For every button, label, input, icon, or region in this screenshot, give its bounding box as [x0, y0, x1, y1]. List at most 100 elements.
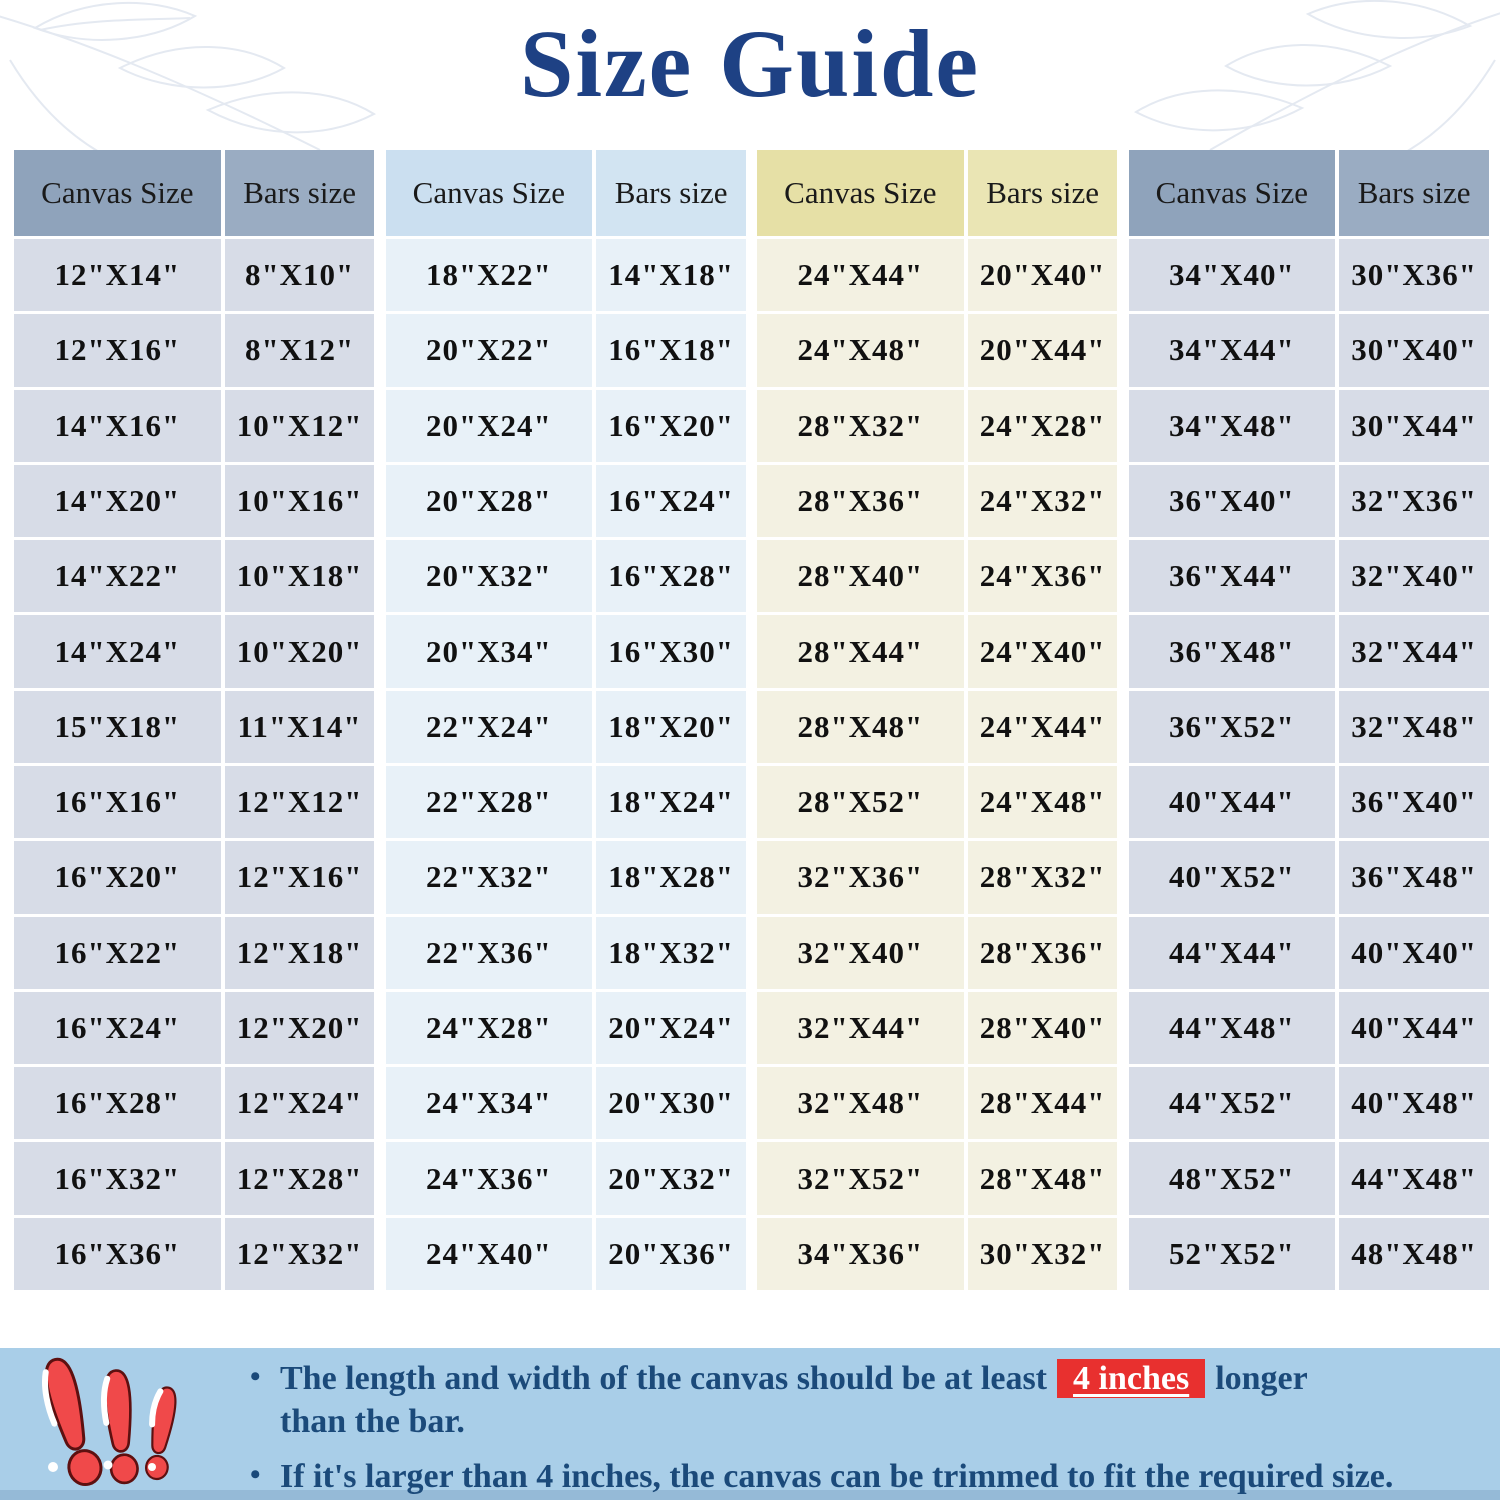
canvas-size-cell: 34"X40" [1128, 239, 1336, 312]
bars-size-cell: 16"X20" [596, 389, 746, 462]
canvas-size-cell: 14"X20" [14, 464, 221, 538]
note-text: The length and width of the canvas shoul… [280, 1360, 1048, 1397]
bars-size-cell: 20"X30" [596, 1067, 746, 1140]
bars-size-cell: 12"X20" [224, 991, 375, 1065]
bars-size-cell: 11"X14" [224, 690, 375, 763]
column-header-bars-size: Bars size [967, 150, 1118, 236]
column-header-canvas-size: Canvas Size [14, 150, 221, 236]
canvas-size-cell: 20"X32" [385, 540, 593, 613]
bars-size-cell: 12"X16" [224, 841, 375, 914]
bullet-icon: • [250, 1457, 261, 1491]
canvas-size-cell: 14"X24" [14, 615, 221, 688]
note-text-continuation: than the bar. [280, 1402, 465, 1440]
bars-size-cell: 30"X44" [1339, 389, 1489, 462]
canvas-size-cell: 28"X44" [757, 615, 964, 688]
bars-size-cell: 14"X18" [596, 239, 746, 312]
canvas-size-cell: 16"X36" [14, 1217, 221, 1290]
canvas-size-cell: 32"X48" [757, 1067, 964, 1140]
bars-size-cell: 10"X16" [224, 464, 375, 538]
canvas-size-cell: 24"X36" [385, 1142, 593, 1215]
bars-size-cell: 8"X10" [224, 239, 375, 312]
bars-size-cell: 32"X36" [1339, 464, 1489, 538]
bars-size-cell: 10"X18" [224, 540, 375, 613]
bars-size-cell: 28"X32" [967, 841, 1118, 914]
bars-size-cell: 24"X28" [967, 389, 1118, 462]
bars-size-cell: 18"X20" [596, 690, 746, 763]
canvas-size-cell: 12"X14" [14, 239, 221, 312]
column-header-canvas-size: Canvas Size [385, 150, 593, 236]
bars-size-cell: 20"X44" [967, 314, 1118, 387]
bars-size-cell: 24"X32" [967, 464, 1118, 538]
canvas-size-cell: 20"X22" [385, 314, 593, 387]
canvas-size-cell: 32"X36" [757, 841, 964, 914]
bars-size-cell: 24"X44" [967, 690, 1118, 763]
canvas-size-cell: 34"X36" [757, 1217, 964, 1290]
bars-size-cell: 16"X24" [596, 464, 746, 538]
canvas-size-cell: 36"X48" [1128, 615, 1336, 688]
note-text: If it's larger than 4 inches, the canvas… [280, 1457, 1394, 1495]
canvas-size-cell: 28"X36" [757, 464, 964, 538]
canvas-size-cell: 24"X40" [385, 1217, 593, 1290]
canvas-size-cell: 36"X44" [1128, 540, 1336, 613]
canvas-size-cell: 22"X24" [385, 690, 593, 763]
bars-size-cell: 24"X40" [967, 615, 1118, 688]
canvas-size-cell: 34"X48" [1128, 389, 1336, 462]
bars-size-cell: 20"X24" [596, 991, 746, 1065]
bars-size-cell: 20"X36" [596, 1217, 746, 1290]
note-trimming: • If it's larger than 4 inches, the canva… [250, 1456, 1480, 1499]
canvas-size-cell: 16"X16" [14, 765, 221, 839]
bars-size-cell: 28"X40" [967, 991, 1118, 1065]
exclamation-icon [42, 1357, 177, 1486]
canvas-size-cell: 20"X34" [385, 615, 593, 688]
bullet-icon: • [250, 1360, 261, 1393]
size-table-3: Canvas Size Bars size 24"X44" 20"X40" 24… [757, 150, 1118, 1290]
column-header-bars-size: Bars size [224, 150, 375, 236]
bars-size-cell: 28"X48" [967, 1142, 1118, 1215]
canvas-size-cell: 16"X24" [14, 991, 221, 1065]
canvas-size-cell: 16"X28" [14, 1067, 221, 1140]
bars-size-cell: 32"X44" [1339, 615, 1489, 688]
highlight-4-inches: 4 inches [1057, 1359, 1206, 1398]
bars-size-cell: 24"X36" [967, 540, 1118, 613]
note-canvas-length: • The length and width of the canvas shou… [250, 1358, 1480, 1444]
size-table-1: Canvas Size Bars size 12"X14" 8"X10" 12"… [14, 150, 375, 1290]
bars-size-cell: 12"X12" [224, 765, 375, 839]
bars-size-cell: 24"X48" [967, 765, 1118, 839]
canvas-size-cell: 40"X52" [1128, 841, 1336, 914]
canvas-size-cell: 52"X52" [1128, 1217, 1336, 1290]
canvas-size-cell: 14"X22" [14, 540, 221, 613]
canvas-size-cell: 24"X44" [757, 239, 964, 312]
bars-size-cell: 20"X32" [596, 1142, 746, 1215]
bars-size-cell: 40"X44" [1339, 991, 1489, 1065]
canvas-size-cell: 20"X24" [385, 389, 593, 462]
bars-size-cell: 40"X40" [1339, 916, 1489, 989]
canvas-size-cell: 18"X22" [385, 239, 593, 312]
size-table-4: Canvas Size Bars size 34"X40" 30"X36" 34… [1128, 150, 1489, 1290]
canvas-size-cell: 24"X28" [385, 991, 593, 1065]
canvas-size-cell: 16"X22" [14, 916, 221, 989]
canvas-size-cell: 24"X48" [757, 314, 964, 387]
canvas-size-cell: 28"X48" [757, 690, 964, 763]
canvas-size-cell: 32"X40" [757, 916, 964, 989]
canvas-size-cell: 22"X36" [385, 916, 593, 989]
column-header-canvas-size: Canvas Size [1128, 150, 1336, 236]
canvas-size-cell: 36"X52" [1128, 690, 1336, 763]
canvas-size-cell: 34"X44" [1128, 314, 1336, 387]
size-table-2: Canvas Size Bars size 18"X22" 14"X18" 20… [385, 150, 746, 1290]
bars-size-cell: 12"X24" [224, 1067, 375, 1140]
canvas-size-cell: 16"X32" [14, 1142, 221, 1215]
bars-size-cell: 44"X48" [1339, 1142, 1489, 1215]
canvas-size-cell: 28"X32" [757, 389, 964, 462]
canvas-size-cell: 48"X52" [1128, 1142, 1336, 1215]
bars-size-cell: 10"X20" [224, 615, 375, 688]
bars-size-cell: 28"X44" [967, 1067, 1118, 1140]
canvas-size-cell: 32"X52" [757, 1142, 964, 1215]
bars-size-cell: 8"X12" [224, 314, 375, 387]
bars-size-cell: 20"X40" [967, 239, 1118, 312]
notes-section: • The length and width of the canvas shou… [0, 1348, 1500, 1500]
bars-size-cell: 40"X48" [1339, 1067, 1489, 1140]
bars-size-cell: 12"X28" [224, 1142, 375, 1215]
bars-size-cell: 18"X24" [596, 765, 746, 839]
bars-size-cell: 30"X32" [967, 1217, 1118, 1290]
